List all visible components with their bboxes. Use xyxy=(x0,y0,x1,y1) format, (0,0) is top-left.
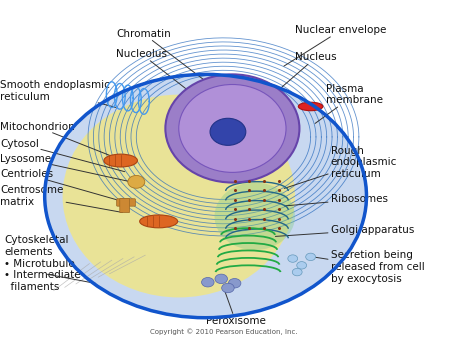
Text: Lysosome: Lysosome xyxy=(0,154,131,182)
Text: Cytosol: Cytosol xyxy=(0,139,125,172)
Text: Copyright © 2010 Pearson Education, Inc.: Copyright © 2010 Pearson Education, Inc. xyxy=(150,328,297,335)
Ellipse shape xyxy=(202,277,214,287)
FancyBboxPatch shape xyxy=(117,199,135,206)
Ellipse shape xyxy=(297,262,306,269)
Ellipse shape xyxy=(179,84,286,172)
Text: Nuclear envelope: Nuclear envelope xyxy=(284,25,387,66)
Text: Mitochondrion: Mitochondrion xyxy=(0,122,116,158)
Text: Ribosomes: Ribosomes xyxy=(284,194,388,206)
Text: Rough
endoplasmic
reticulum: Rough endoplasmic reticulum xyxy=(284,146,397,188)
Text: Plasma
membrane: Plasma membrane xyxy=(315,84,383,123)
Ellipse shape xyxy=(140,215,178,228)
Ellipse shape xyxy=(165,74,299,183)
Text: Secretion being
released from cell
by exocytosis: Secretion being released from cell by ex… xyxy=(315,250,424,284)
Ellipse shape xyxy=(292,268,302,276)
Text: Cytoskeletal
elements
• Microtubule
• Intermediate
  filaments: Cytoskeletal elements • Microtubule • In… xyxy=(4,236,81,292)
Ellipse shape xyxy=(45,74,366,318)
Ellipse shape xyxy=(306,253,315,261)
Text: Peroxisome: Peroxisome xyxy=(206,290,266,326)
Ellipse shape xyxy=(288,255,297,262)
Ellipse shape xyxy=(222,283,234,293)
Ellipse shape xyxy=(63,95,295,297)
Ellipse shape xyxy=(298,102,323,111)
Ellipse shape xyxy=(229,279,241,288)
Text: Smooth endoplasmic
reticulum: Smooth endoplasmic reticulum xyxy=(0,80,116,107)
Text: Centrioles: Centrioles xyxy=(0,169,125,202)
Text: Nucleolus: Nucleolus xyxy=(116,49,226,120)
Ellipse shape xyxy=(210,118,246,145)
Ellipse shape xyxy=(215,183,295,250)
Text: Nucleus: Nucleus xyxy=(279,52,337,90)
Ellipse shape xyxy=(215,274,228,284)
Ellipse shape xyxy=(128,175,145,188)
Text: Golgi apparatus: Golgi apparatus xyxy=(275,225,414,236)
Text: Centrosome
matrix: Centrosome matrix xyxy=(0,185,122,213)
Ellipse shape xyxy=(104,154,137,167)
Text: Chromatin: Chromatin xyxy=(116,29,203,79)
FancyBboxPatch shape xyxy=(120,198,130,213)
